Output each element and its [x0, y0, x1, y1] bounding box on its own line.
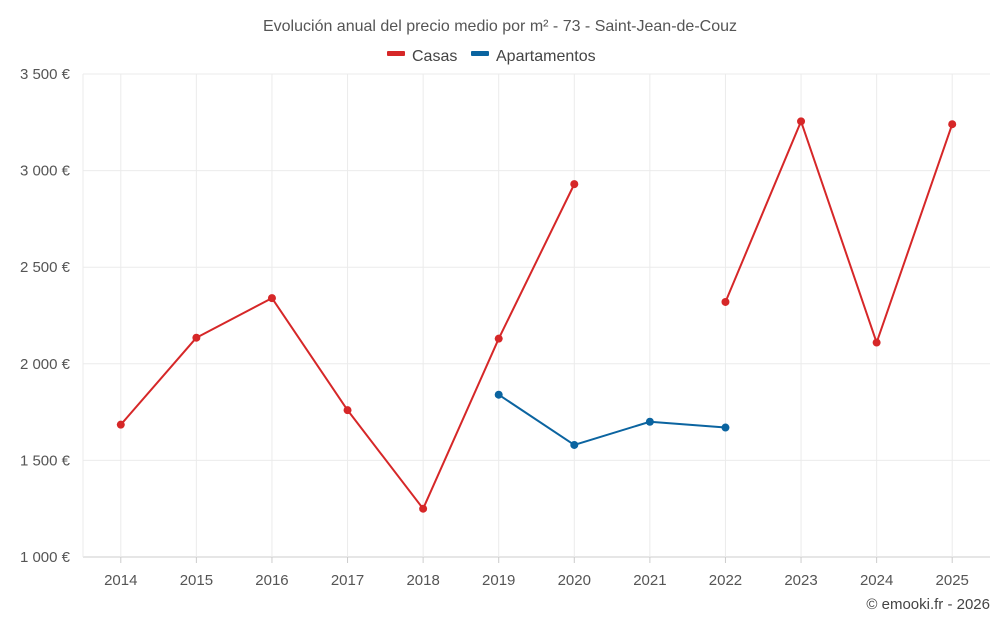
y-tick-label: 3 500 € [20, 66, 71, 83]
x-tick-label: 2023 [784, 572, 817, 589]
y-tick-label: 2 000 € [20, 356, 71, 373]
data-point-casas-2025[interactable] [948, 120, 957, 129]
x-tick-label: 2018 [406, 572, 439, 589]
x-tick-label: 2020 [558, 572, 591, 589]
data-point-apartamentos-2019[interactable] [494, 390, 503, 399]
series-line-apartamentos [498, 393, 726, 446]
legend-label-casas[interactable]: Casas [412, 48, 457, 65]
legend-swatch-casas [387, 51, 405, 56]
x-tick-label: 2016 [255, 572, 288, 589]
data-point-apartamentos-2021[interactable] [645, 417, 654, 426]
data-point-casas-2022[interactable] [721, 297, 730, 306]
data-point-casas-2015[interactable] [192, 333, 201, 342]
legend-swatch-apartamentos [471, 51, 489, 56]
x-tick-label: 2019 [482, 572, 515, 589]
axes: 1 000 € 1 500 € 2 000 € 2 500 € 3 000 € 3 500… [20, 66, 969, 589]
x-tick-label: 2021 [633, 572, 666, 589]
y-tick-label: 1 000 € [20, 549, 71, 566]
data-point-casas-2019[interactable] [494, 334, 503, 343]
legend-label-apartamentos[interactable]: Apartamentos [496, 48, 596, 65]
y-tick-label: 1 500 € [20, 452, 71, 469]
data-point-casas-2023[interactable] [797, 117, 806, 126]
y-tick-label: 2 500 € [20, 259, 71, 276]
x-tick-label: 2014 [104, 572, 137, 589]
grid [83, 73, 990, 558]
series-line-casas [724, 120, 954, 344]
series [116, 117, 957, 513]
data-point-casas-2016[interactable] [267, 294, 276, 303]
data-point-apartamentos-2020[interactable] [570, 440, 579, 449]
x-tick-label: 2022 [709, 572, 742, 589]
chart-title: Evolución anual del precio medio por m² … [263, 18, 737, 35]
x-tick-label: 2024 [860, 572, 893, 589]
data-point-apartamentos-2022[interactable] [721, 423, 730, 432]
credit-text: © emooki.fr - 2026 [866, 596, 990, 613]
data-point-casas-2024[interactable] [872, 338, 881, 347]
data-point-casas-2020[interactable] [570, 180, 579, 189]
x-tick-label: 2025 [936, 572, 969, 589]
y-tick-label: 3 000 € [20, 163, 71, 180]
legend: Casas Apartamentos [387, 48, 596, 65]
x-tick-label: 2015 [180, 572, 213, 589]
data-point-casas-2014[interactable] [116, 420, 125, 429]
data-point-casas-2017[interactable] [343, 406, 352, 415]
x-tick-label: 2017 [331, 572, 364, 589]
data-point-casas-2018[interactable] [419, 504, 428, 513]
